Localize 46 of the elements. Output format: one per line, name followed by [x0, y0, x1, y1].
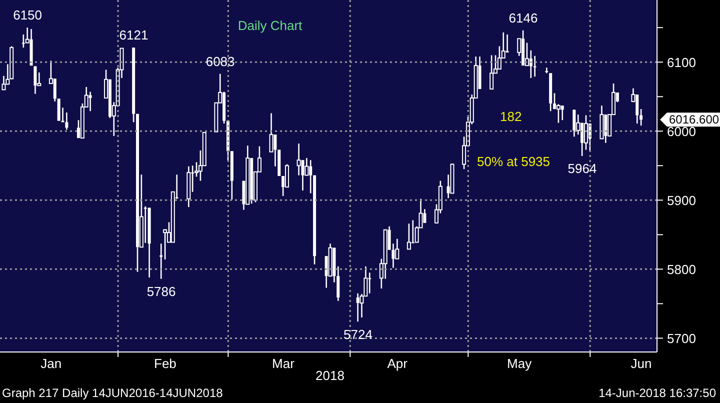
- candlestick: [53, 78, 56, 102]
- candlestick: [356, 292, 360, 322]
- candlestick: [65, 112, 68, 130]
- text: Daily Chart: [238, 18, 302, 33]
- y-tick-label: 5800: [667, 262, 696, 278]
- candlestick: [490, 54, 494, 90]
- candlestick: [556, 104, 560, 124]
- x-axis-title: 2018: [314, 368, 346, 383]
- x-tick-label: Jan: [40, 356, 62, 371]
- y-tick-label: 5700: [667, 331, 696, 346]
- x-tick-label: May: [507, 356, 532, 371]
- x-tick-label: Jun: [630, 356, 652, 371]
- x-tick-label: Feb: [154, 356, 176, 371]
- annotation: 6016.600: [669, 112, 720, 127]
- y-tick-label: 6000: [667, 124, 696, 140]
- annotation: 50% at 5935: [477, 154, 550, 169]
- candlestick: [497, 46, 502, 70]
- candlestick: [533, 55, 536, 78]
- text: 14-Jun-2018 16:37:50: [598, 386, 716, 400]
- annotation: 182: [500, 109, 522, 124]
- annotation: 5786: [146, 284, 176, 300]
- annotation: 6083: [206, 54, 235, 69]
- candlestick: [336, 266, 340, 302]
- candlestick: [296, 142, 301, 176]
- y-tick-label: 6100: [667, 55, 696, 70]
- x-tick-label: Mar: [272, 356, 296, 371]
- candlestick: [57, 98, 60, 122]
- candlestick: [560, 104, 564, 121]
- caption: Graph 217 Daily 14JUN2016-14JUN2018: [2, 386, 223, 400]
- annotation: 6121: [119, 28, 148, 43]
- annotation: 5964: [568, 161, 597, 176]
- y-tick-label: 5900: [667, 193, 696, 208]
- candlestick: [160, 242, 163, 280]
- candlestick: [572, 109, 576, 138]
- candlestick: [640, 108, 643, 126]
- candlestick: [144, 206, 147, 244]
- candlestick: [406, 222, 411, 250]
- candlestick: [88, 91, 92, 112]
- annotation: 6146: [508, 10, 538, 26]
- annotation: 5724: [344, 326, 372, 342]
- candlestick: [34, 66, 37, 95]
- x-tick-label: Apr: [387, 356, 408, 371]
- candlestick: [545, 66, 548, 74]
- annotation: 6150: [13, 8, 42, 23]
- candlestick: [553, 92, 556, 110]
- candlestick: [529, 50, 532, 79]
